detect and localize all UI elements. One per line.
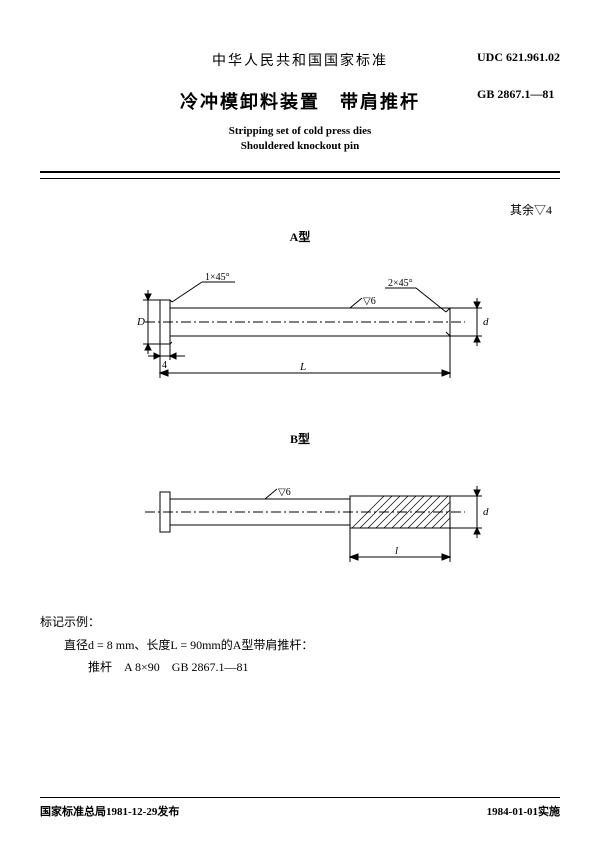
footer-left: 国家标准总局1981-12-29发布: [40, 803, 179, 819]
surface-finish-note: 其余▽4: [40, 201, 552, 218]
finish-b-text: ▽6: [278, 487, 291, 498]
header-rule-thick: [40, 171, 560, 173]
title-en-line1: Stripping set of cold press dies: [229, 125, 372, 137]
example-line2: 推杆 A 8×90 GB 2867.1—81: [40, 657, 560, 679]
example-line1: 直径d = 8 mm、长度L = 90mm的A型带肩推杆：: [40, 635, 560, 657]
title-english: Stripping set of cold press dies Shoulde…: [40, 124, 560, 155]
footer-text: 国家标准总局1981-12-29发布 1984-01-01实施: [40, 803, 560, 819]
finish-a-text: ▽6: [363, 296, 376, 307]
header-section: UDC 621.961.02 GB 2867.1—81 中华人民共和国国家标准 …: [40, 50, 560, 155]
gb-code: GB 2867.1—81: [477, 87, 560, 102]
dim-4-text: 4: [162, 360, 167, 371]
type-a-label: A型: [40, 228, 560, 245]
chamfer-right-text: 2×45°: [388, 278, 413, 289]
title-en-line2: Shouldered knockout pin: [241, 140, 359, 152]
type-b-label: B型: [40, 430, 560, 447]
dim-l-b-text: l: [395, 545, 398, 557]
drawing-area-b: B型: [40, 430, 560, 582]
udc-code: UDC 621.961.02: [477, 50, 560, 65]
dim-d-b-text: d: [483, 506, 489, 518]
dim-D-text: D: [136, 316, 145, 328]
header-rule-thin: [40, 178, 560, 179]
drawing-area-a: A型: [40, 228, 560, 390]
dim-d-text: d: [483, 316, 489, 328]
example-section: 标记示例： 直径d = 8 mm、长度L = 90mm的A型带肩推杆： 推杆 A…: [40, 612, 560, 679]
drawing-type-a: 1×45° 2×45° ▽6 D d L 4: [90, 260, 510, 390]
footer: 国家标准总局1981-12-29发布 1984-01-01实施: [40, 797, 560, 819]
code-block: UDC 621.961.02 GB 2867.1—81: [477, 50, 560, 102]
footer-right: 1984-01-01实施: [487, 803, 560, 819]
example-label: 标记示例：: [40, 612, 560, 634]
footer-rule: [40, 797, 560, 798]
dim-L-text: L: [299, 361, 306, 373]
chamfer-left-text: 1×45°: [205, 272, 230, 283]
drawing-type-b: ▽6 d l: [90, 462, 510, 582]
